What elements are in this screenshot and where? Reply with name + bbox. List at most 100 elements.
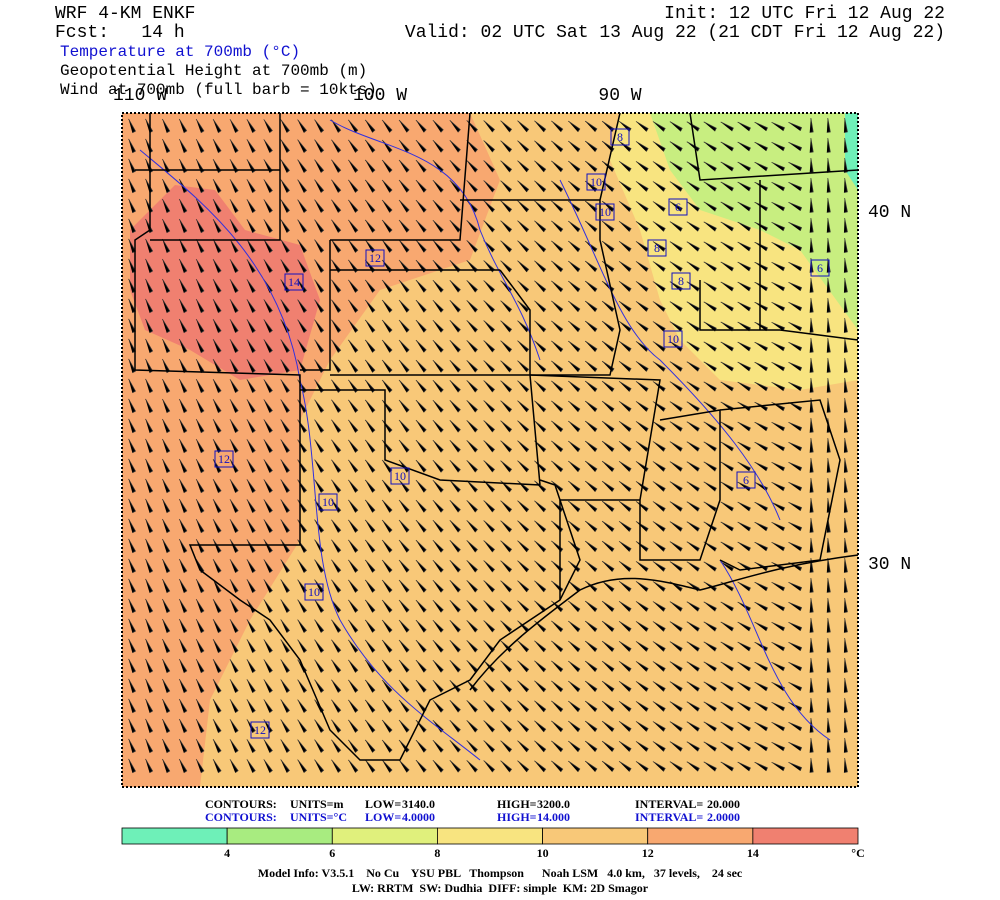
wind-barb (195, 318, 205, 334)
wind-barb (331, 539, 342, 553)
wind-barb (669, 521, 683, 532)
wind-barb (483, 280, 495, 293)
wind-barb (162, 238, 171, 254)
wind-barb (263, 639, 273, 654)
wind-barb (229, 559, 239, 574)
wind-barb (843, 278, 848, 293)
wind-barb (145, 498, 154, 514)
wind-barb (162, 538, 171, 554)
wind-barb (809, 598, 814, 613)
wind-barb (788, 722, 803, 731)
wind-barb (466, 460, 478, 473)
wind-barb (229, 359, 239, 374)
wind-barb (415, 459, 427, 473)
wind-barb (280, 139, 290, 153)
wind-barb (364, 539, 376, 553)
wind-barb (826, 118, 831, 133)
wind-barb (449, 520, 461, 533)
wind-barb (415, 599, 427, 613)
wind-barb (826, 278, 831, 293)
contour-label-box (810, 259, 830, 277)
wind-barb (584, 220, 598, 233)
wind-barb (297, 199, 308, 213)
wind-barb (347, 499, 359, 513)
wind-barb (669, 601, 683, 612)
contour-label: 8 (617, 130, 623, 144)
wind-barb (500, 360, 513, 373)
wind-barb (195, 698, 205, 714)
wind-barb (246, 459, 256, 474)
wind-barb (534, 180, 547, 193)
contour-label: 10 (308, 585, 320, 599)
wind-barb (788, 162, 803, 171)
wind-barb (381, 179, 393, 193)
wind-barb (635, 661, 649, 672)
wind-barb (178, 578, 188, 594)
wind-barb (754, 541, 768, 552)
wind-barb (788, 662, 803, 671)
wind-barb (331, 419, 342, 433)
wind-barb (178, 138, 188, 154)
contour-label-box (390, 467, 410, 485)
wind-barb (449, 480, 461, 493)
wind-barb (364, 139, 376, 153)
wind-barb (398, 359, 410, 373)
wind-barb (280, 339, 290, 353)
wind-barb (483, 640, 495, 653)
wind-barb (500, 440, 513, 453)
wind-barb (584, 260, 598, 273)
wind-barb (398, 399, 410, 413)
wind-barb (483, 320, 495, 333)
wind-barb (843, 418, 848, 433)
wind-barb (669, 221, 683, 232)
wind-barb (297, 119, 308, 133)
wind-barb (720, 701, 734, 712)
wind-barb (551, 460, 564, 473)
wind-barb (381, 759, 393, 773)
wind-barb (584, 640, 598, 653)
wind-barb (246, 279, 256, 294)
wind-barb (415, 479, 427, 493)
wind-barb (635, 641, 649, 652)
wind-barb (212, 759, 222, 774)
wind-barb (652, 481, 666, 492)
wind-barb (517, 720, 530, 733)
wind-barb (551, 240, 564, 253)
wind-barb (314, 199, 325, 213)
wind-barb (601, 240, 615, 252)
wind-barb (568, 340, 581, 353)
contour-info-text: INTERVAL= (635, 810, 703, 824)
wind-barb (618, 260, 632, 272)
wind-barb (703, 161, 717, 172)
wind-barb (212, 139, 222, 154)
wind-barb (449, 360, 461, 373)
wind-barb (483, 220, 495, 233)
wind-barb (398, 119, 410, 133)
contour-label-box (284, 273, 304, 291)
wind-barb (635, 281, 649, 292)
wind-barb (364, 179, 376, 193)
wind-barb (703, 521, 717, 532)
wind-barb (195, 378, 205, 394)
wind-barb (618, 200, 632, 212)
wind-barb (280, 739, 290, 753)
wind-barb (826, 458, 831, 473)
wind-barb (145, 638, 154, 654)
wind-barb (652, 601, 666, 612)
wind-barb (280, 159, 290, 173)
wind-barb (754, 681, 768, 692)
wind-barb (652, 561, 666, 572)
wind-barb (652, 741, 666, 752)
contour-info-text: CONTOURS: (205, 797, 277, 811)
wind-barb (381, 699, 393, 713)
wind-barb (128, 518, 136, 534)
wind-barb (195, 498, 205, 514)
wind-barb (584, 540, 598, 553)
wind-barb (162, 558, 171, 574)
wind-barb (568, 420, 581, 433)
wind-barb (246, 499, 256, 514)
wind-barb (145, 558, 154, 574)
wind-barb (551, 680, 564, 693)
wind-barb (843, 398, 848, 413)
wind-barb (415, 559, 427, 573)
